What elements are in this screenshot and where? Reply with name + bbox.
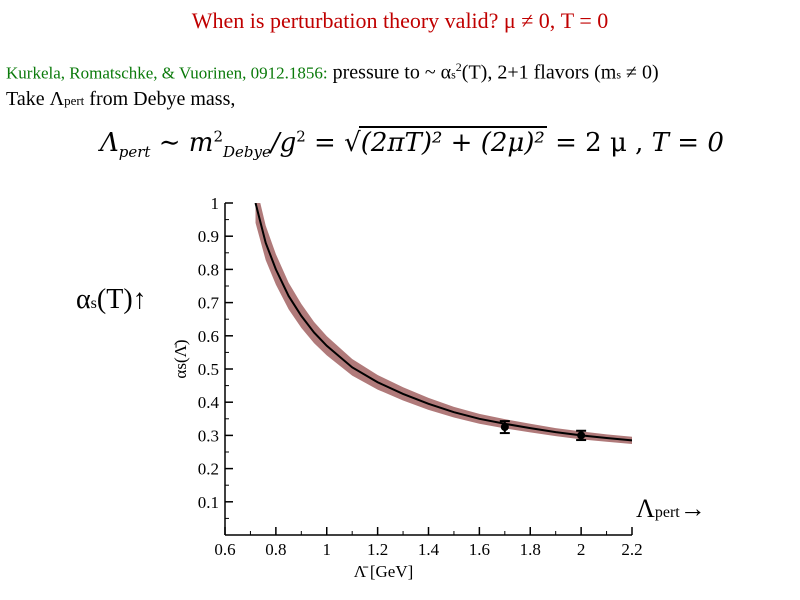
- lambda-pert-label: Λpert→: [636, 494, 706, 524]
- slide-title: When is perturbation theory valid? μ ≠ 0…: [191, 8, 609, 33]
- authors-citation: Kurkela, Romatschke, & Vuorinen, 0912.18…: [6, 63, 328, 83]
- formula-sqrt: (2πT)² + (2μ)²: [358, 126, 547, 158]
- y-tick-label: 0.1: [198, 493, 219, 512]
- y-tick-label: 0.5: [198, 360, 219, 379]
- debye-formula: Λpert ∼ m2Debye/g2 = √(2πT)² + (2μ)² = 2…: [100, 126, 724, 162]
- y-tick-label: 0.9: [198, 227, 219, 246]
- pressure-sub2: s: [616, 67, 622, 82]
- formula-m-sub: Debye: [222, 143, 271, 162]
- x-tick-label: 2: [577, 540, 586, 559]
- formula-lambda: Λ: [100, 128, 119, 158]
- lambda-arrow: →: [679, 494, 706, 523]
- alpha-rest: (T)↑: [96, 284, 147, 315]
- take-sub: pert: [64, 93, 85, 108]
- x-tick-label: 0.6: [214, 540, 235, 559]
- pressure-sup: 2: [455, 60, 462, 74]
- pressure-text: pressure to ~ α: [332, 61, 452, 84]
- y-tick-label: 0.3: [198, 426, 219, 445]
- y-tick-label: 0.7: [198, 294, 220, 313]
- take-rest: from Debye mass,: [84, 88, 236, 110]
- formula-tail: T = 0: [651, 128, 724, 158]
- x-tick-label: 1.4: [418, 540, 440, 559]
- y-axis-title: αs(Λ̄): [171, 339, 190, 378]
- alpha-s-label: αs(T)↑: [76, 284, 147, 316]
- y-tick-label: 0.6: [198, 327, 219, 346]
- pressure-rest: (T), 2+1 flavors (m: [461, 61, 617, 84]
- x-tick-label: 1.2: [367, 540, 388, 559]
- y-tick-label: 0.2: [198, 460, 219, 479]
- take-text: Take Λ: [6, 88, 65, 110]
- y-tick-label: 0.8: [198, 260, 219, 279]
- formula-eq1: =: [305, 128, 345, 158]
- pressure-end: ≠ 0): [626, 61, 659, 84]
- y-tick-label: 1: [211, 194, 220, 213]
- x-tick-label: 1: [323, 540, 332, 559]
- take-line: Take Λpert from Debye mass,: [6, 88, 235, 111]
- central-curve: [254, 203, 632, 442]
- formula-sim: ∼ m: [150, 128, 214, 158]
- y-tick-label: 0.4: [198, 393, 220, 412]
- formula-lambda-sub: pert: [118, 143, 151, 162]
- x-axis-title: Λ̄ [GeV]: [354, 562, 414, 581]
- formula-m-sup: 2: [213, 127, 223, 146]
- formula-eq2: = 2 μ ,: [546, 128, 652, 158]
- x-tick-label: 1.6: [469, 540, 490, 559]
- x-tick-label: 2.2: [621, 540, 642, 559]
- formula-g-sup: 2: [296, 127, 306, 146]
- lambda-sub: pert: [654, 504, 680, 521]
- formula-div: /g: [270, 128, 297, 158]
- alpha-sub: s: [90, 295, 97, 312]
- data-point: [577, 431, 586, 440]
- x-tick-label: 1.8: [520, 540, 541, 559]
- x-tick-label: 0.8: [265, 540, 286, 559]
- data-point: [500, 423, 509, 432]
- pressure-sub: s: [451, 67, 456, 82]
- error-band: [255, 203, 632, 445]
- reference-line: Kurkela, Romatschke, & Vuorinen, 0912.18…: [6, 60, 659, 85]
- alpha-symbol: α: [76, 284, 91, 315]
- lambda-symbol: Λ: [636, 494, 655, 523]
